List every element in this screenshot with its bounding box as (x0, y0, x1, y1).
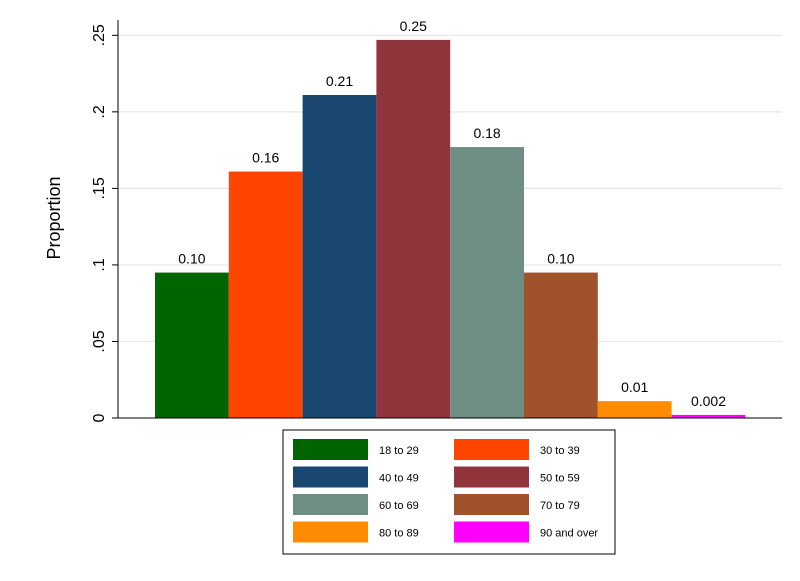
legend-swatch (293, 439, 368, 460)
bar (597, 401, 672, 418)
legend: 18 to 29 30 to 39 40 to 49 50 to 59 60 to 69… (282, 429, 616, 555)
legend-label: 60 to 69 (379, 500, 419, 512)
legend-swatch (454, 466, 529, 488)
bar (376, 39, 451, 419)
bar-value-label: 0.21 (326, 73, 353, 89)
legend-swatch (454, 494, 529, 515)
bar-value-label: 0.10 (547, 251, 574, 267)
legend-label: 90 and over (540, 528, 598, 540)
bar (671, 414, 746, 418)
y-axis-label: Proportion (44, 176, 64, 259)
y-tick-label: .05 (91, 330, 108, 352)
legend-label: 80 to 89 (379, 528, 419, 540)
legend-swatch (454, 521, 529, 543)
legend-label: 18 to 29 (379, 445, 419, 457)
y-tick-label: .1 (91, 258, 108, 271)
bar-value-label: 0.16 (252, 150, 279, 166)
legend-swatch (293, 466, 368, 488)
y-tick-label: 0 (91, 413, 108, 422)
legend-swatch (454, 439, 529, 460)
y-tick-label: .15 (91, 177, 108, 199)
bar (524, 272, 598, 418)
legend-label: 30 to 39 (540, 445, 580, 457)
legend-label: 50 to 59 (540, 473, 580, 485)
legend-label: 70 to 79 (540, 500, 580, 512)
legend-swatch (293, 494, 368, 515)
bar-value-label: 0.18 (473, 125, 500, 141)
y-tick-label: .25 (91, 24, 108, 46)
bar-value-label: 0.10 (178, 251, 205, 267)
bar-value-label: 0.002 (691, 393, 726, 409)
bar (302, 95, 377, 418)
legend-label: 40 to 49 (379, 473, 419, 485)
y-tick-label: .2 (91, 105, 108, 118)
bar (155, 272, 229, 418)
axes: 0 .05 .1 .15 .2 .25 (91, 20, 782, 422)
bar (450, 147, 524, 419)
bars: 0.10 0.16 0.21 0.25 0.18 0.10 0.01 0.002 (155, 18, 746, 419)
bar-value-label: 0.25 (400, 18, 427, 34)
legend-swatch (293, 521, 368, 543)
bar-value-label: 0.01 (621, 379, 648, 395)
bar (228, 171, 303, 418)
